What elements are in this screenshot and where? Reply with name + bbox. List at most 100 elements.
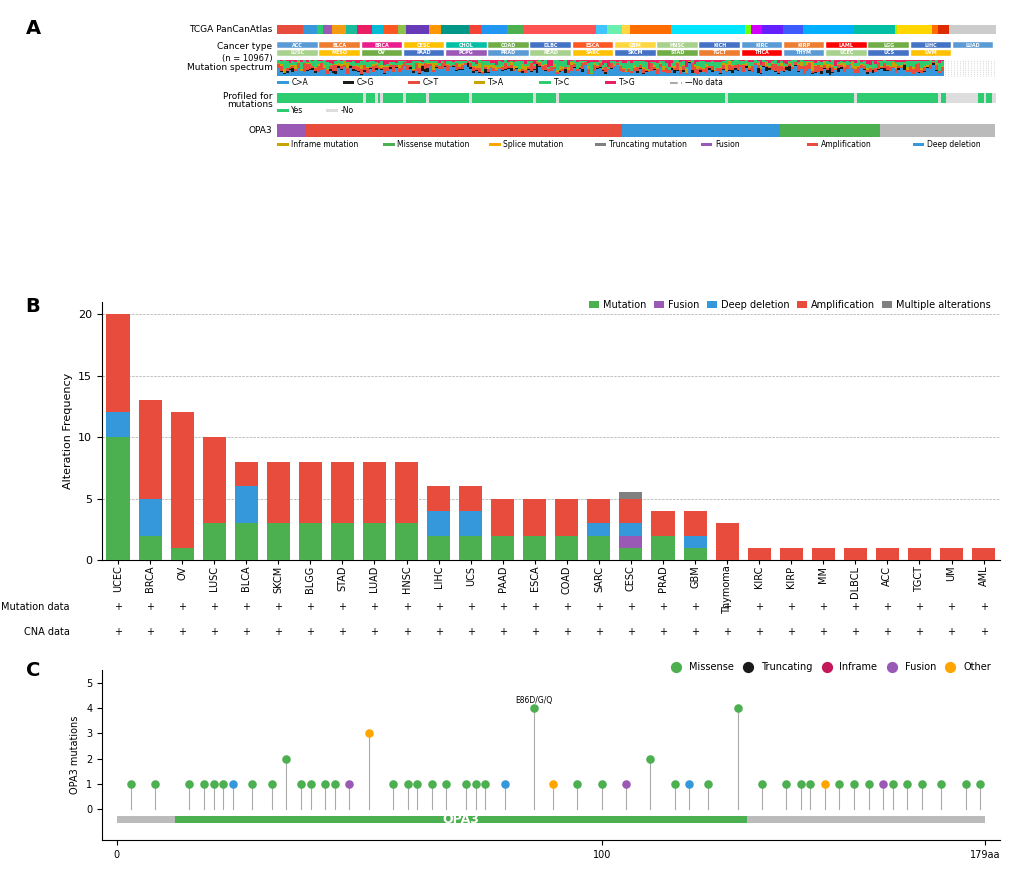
Bar [564, 67, 568, 69]
Bar [644, 72, 648, 76]
Bar [106, 413, 129, 437]
Bar [541, 65, 544, 66]
Text: +: + [787, 628, 795, 637]
Bar [928, 70, 932, 76]
Bar [928, 65, 932, 70]
Bar [500, 94, 504, 103]
Bar [667, 60, 671, 67]
Bar [454, 61, 459, 64]
Text: TCGA PanCanAtlas: TCGA PanCanAtlas [190, 26, 272, 34]
Bar [619, 499, 642, 523]
Bar [513, 66, 516, 69]
Bar [573, 60, 576, 63]
Bar [704, 94, 708, 103]
Bar [394, 94, 397, 103]
Bar [388, 62, 392, 65]
Bar [641, 67, 645, 69]
Bar [633, 65, 636, 67]
Bar [690, 94, 694, 103]
Bar [506, 66, 511, 68]
Bar [432, 26, 435, 34]
Bar [739, 67, 743, 76]
Bar [773, 64, 776, 71]
Bar [762, 94, 765, 103]
Bar [383, 74, 386, 76]
Bar [500, 66, 504, 70]
Bar [690, 70, 694, 72]
Bar [426, 64, 430, 68]
Bar [894, 62, 898, 64]
Text: LUSC: LUSC [290, 50, 304, 56]
Text: UCEC: UCEC [839, 50, 853, 56]
Bar [919, 61, 923, 68]
Bar [905, 60, 909, 61]
Bar [936, 71, 941, 73]
Bar [687, 94, 691, 103]
Text: +: + [498, 628, 506, 637]
Bar [552, 67, 556, 69]
Text: KIRC: KIRC [755, 42, 767, 48]
Bar [891, 94, 895, 103]
Bar [796, 94, 800, 103]
Bar [658, 94, 662, 103]
Bar [342, 81, 354, 84]
Bar [824, 72, 828, 76]
Bar [374, 62, 378, 64]
Bar [661, 70, 665, 72]
Bar [612, 94, 615, 103]
Bar [779, 94, 783, 103]
Bar [434, 26, 438, 34]
Bar [731, 65, 734, 66]
Bar [914, 61, 917, 65]
Bar [340, 64, 343, 65]
Bar [483, 69, 487, 73]
Text: ESCA: ESCA [585, 42, 599, 48]
Bar [352, 94, 355, 103]
Bar [842, 94, 846, 103]
Point [801, 777, 817, 791]
Bar [601, 60, 605, 65]
Bar [518, 71, 522, 72]
Bar [524, 64, 527, 66]
Bar [461, 26, 465, 34]
Bar [549, 65, 553, 67]
Bar [630, 60, 634, 63]
Bar [931, 26, 934, 34]
Bar [555, 26, 558, 34]
Bar [345, 26, 350, 34]
Bar [590, 60, 593, 62]
Bar [573, 26, 576, 34]
Bar [383, 66, 386, 67]
Bar [578, 26, 582, 34]
Bar [609, 94, 613, 103]
Bar [900, 94, 903, 103]
Bar [897, 60, 901, 62]
Bar [638, 65, 642, 68]
Bar [667, 70, 671, 72]
Bar [943, 26, 947, 34]
Bar [867, 50, 908, 56]
Bar [491, 499, 514, 536]
Bar [830, 60, 835, 65]
Bar [334, 74, 338, 76]
Bar [819, 26, 823, 34]
Bar [558, 65, 561, 70]
Bar [291, 72, 294, 76]
Bar [277, 94, 280, 103]
Bar [713, 60, 716, 62]
Bar [882, 63, 886, 68]
Bar [386, 94, 389, 103]
Bar [440, 94, 444, 103]
Bar [900, 65, 903, 67]
Bar [612, 65, 616, 67]
Text: +: + [338, 602, 346, 612]
Bar [330, 461, 354, 523]
Bar [773, 71, 776, 72]
Bar [334, 65, 338, 72]
Point [224, 777, 240, 791]
Bar [779, 124, 879, 137]
Text: +: + [818, 602, 826, 612]
Bar [575, 26, 579, 34]
Text: CHOL: CHOL [459, 42, 473, 48]
Point [458, 777, 474, 791]
